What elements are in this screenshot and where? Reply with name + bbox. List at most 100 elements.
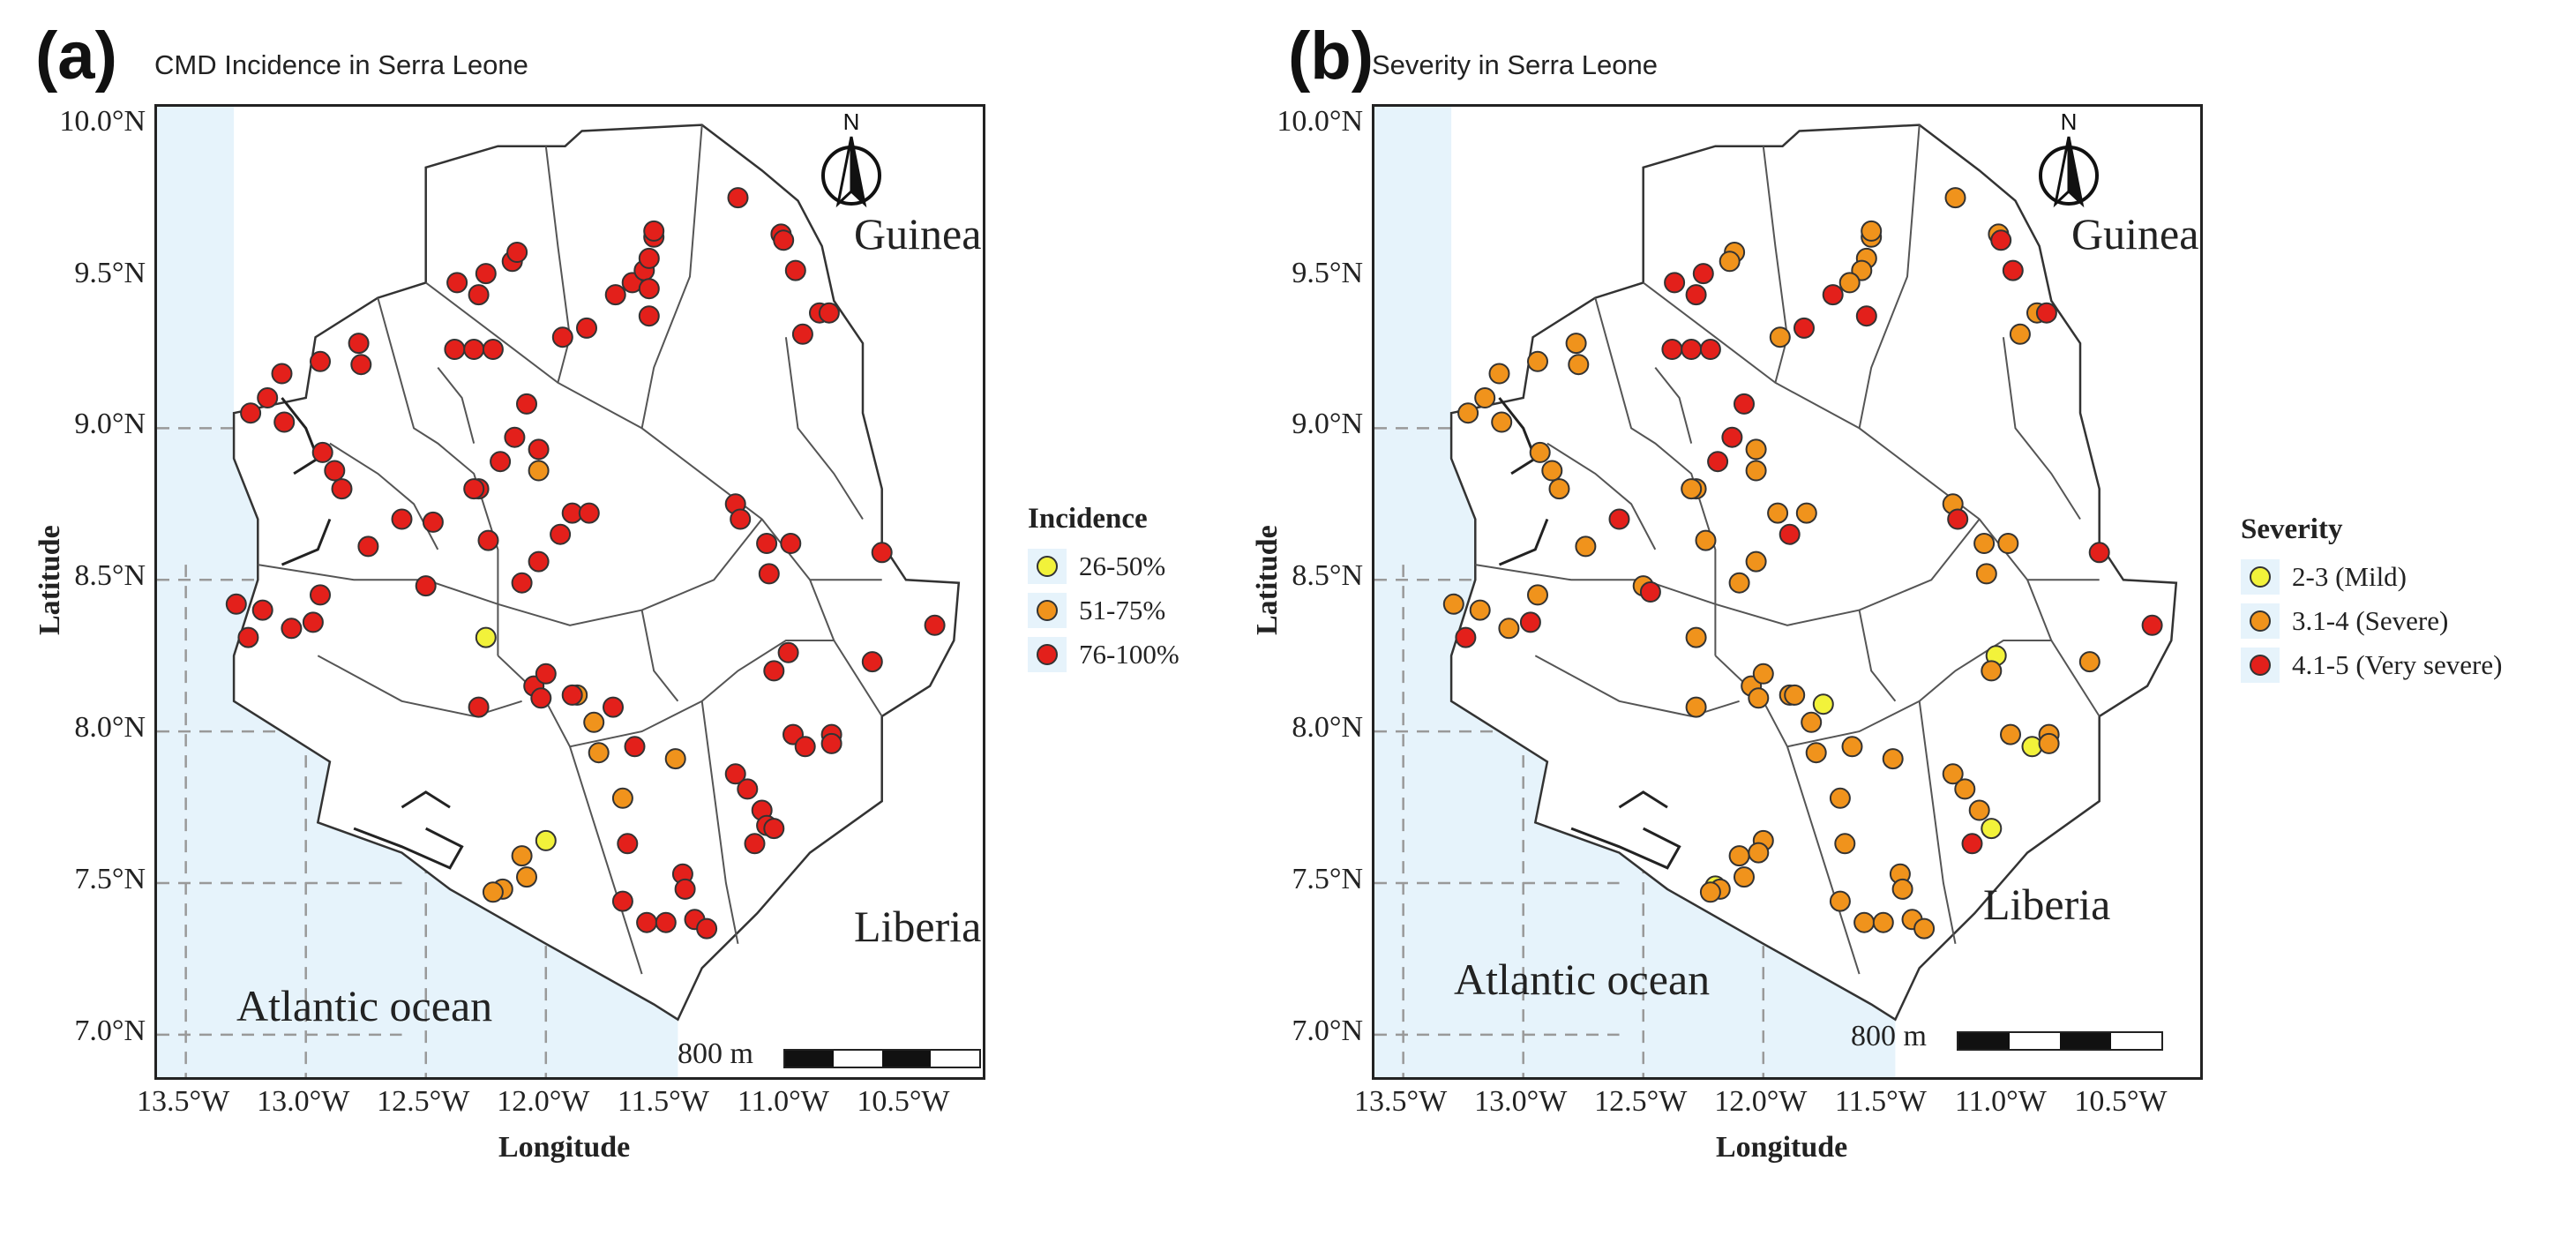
survey-point-very-severe [251, 599, 273, 621]
legend-swatch [1037, 644, 1058, 665]
map-frame: Guinea Liberia Atlantic ocean N 800 m [154, 104, 985, 1080]
survey-point-severe [1872, 911, 1894, 933]
survey-point-very-severe [1664, 272, 1686, 294]
survey-point-severe [2009, 323, 2031, 345]
y-tick-label: 7.0°N [74, 1014, 146, 1047]
survey-point-very-severe [528, 550, 550, 573]
survey-point-very-severe [331, 478, 353, 500]
survey-point-very-severe [756, 533, 778, 554]
survey-point-severe [1699, 881, 1721, 903]
survey-point-severe [1838, 272, 1861, 294]
x-tick-label: 10.5°W [857, 1085, 950, 1118]
survey-point-very-severe [820, 732, 842, 754]
legend-label: 3.1-4 (Severe) [2292, 605, 2449, 636]
legend-swatch [1037, 556, 1058, 577]
survey-point-severe [1801, 711, 1823, 733]
x-tick-label: 12.0°W [1714, 1085, 1808, 1118]
survey-point-very-severe [1822, 284, 1844, 306]
x-tick-label: 12.5°W [1594, 1085, 1688, 1118]
survey-point-severe [1695, 529, 1717, 551]
estuary-line [281, 397, 320, 475]
survey-point-very-severe [273, 411, 296, 433]
survey-point-very-severe [310, 584, 331, 606]
survey-point-very-severe [655, 911, 677, 933]
y-tick-label: 8.0°N [1292, 711, 1363, 745]
north-arrow-icon: N [821, 109, 881, 208]
survey-point-severe [1841, 736, 1863, 758]
survey-point-severe [1491, 411, 1513, 433]
survey-point-severe [1681, 478, 1703, 500]
district-boundary [544, 146, 572, 384]
ocean-label: Atlantic ocean [236, 981, 493, 1030]
district-boundary [1858, 124, 1921, 429]
survey-point-very-severe [1519, 611, 1541, 633]
survey-point-severe [1488, 363, 1510, 385]
survey-point-severe [1882, 748, 1904, 770]
survey-point-very-severe [758, 563, 780, 585]
legend-swatch [2250, 566, 2271, 588]
survey-point-very-severe [561, 684, 583, 706]
survey-point-very-severe [794, 736, 816, 758]
survey-point-very-severe [415, 575, 437, 597]
survey-point-very-severe [311, 441, 333, 463]
survey-point-very-severe [1961, 833, 1983, 855]
district-boundary [437, 366, 476, 444]
survey-point-very-severe [1793, 317, 1815, 339]
estuary-line [281, 518, 332, 566]
survey-point-very-severe [737, 778, 759, 800]
survey-point-very-severe [271, 363, 293, 385]
district-boundary [640, 124, 703, 429]
survey-point-severe [1527, 584, 1548, 606]
survey-point-very-severe [617, 833, 639, 855]
survey-point-very-severe [506, 242, 528, 263]
survey-point-severe [1913, 917, 1936, 940]
survey-point-severe [1973, 533, 1996, 554]
x-tick-label: 11.0°W [1954, 1085, 2047, 1118]
survey-point-very-severe [391, 508, 413, 530]
survey-point-mild [535, 829, 557, 851]
survey-point-severe [1728, 845, 1750, 867]
survey-point-very-severe [1778, 523, 1801, 545]
survey-point-very-severe [551, 326, 573, 348]
survey-point-severe [1474, 387, 1496, 408]
country-outline [232, 124, 961, 1022]
x-tick-label: 11.0°W [737, 1085, 829, 1118]
survey-point-very-severe [1721, 426, 1743, 448]
scale-label: 800 m [678, 1037, 753, 1070]
survey-point-severe [516, 866, 537, 888]
district-boundary [1918, 700, 1957, 944]
survey-point-very-severe [1608, 508, 1630, 530]
survey-point-severe [1748, 687, 1770, 709]
district-boundary [425, 281, 882, 581]
survey-point-very-severe [504, 426, 526, 448]
district-boundary [784, 337, 864, 520]
survey-point-severe [1834, 833, 1856, 855]
survey-point-very-severe [871, 542, 893, 564]
legend-item: 26-50% [1028, 544, 1179, 588]
survey-point-severe [1734, 866, 1755, 888]
panel-letter: (b) [1288, 19, 1374, 94]
survey-point-severe [1719, 251, 1741, 273]
survey-point-severe [1975, 563, 1997, 585]
panel-title: CMD Incidence in Serra Leone [154, 49, 528, 80]
district-boundary [1475, 518, 1981, 626]
survey-point-very-severe [578, 502, 600, 524]
survey-point-very-severe [240, 402, 262, 424]
survey-point-severe [1745, 438, 1767, 461]
survey-point-severe [482, 881, 504, 903]
survey-point-very-severe [281, 618, 303, 640]
district-boundary [1546, 442, 1657, 550]
survey-point-very-severe [624, 736, 646, 758]
survey-point-very-severe [237, 626, 259, 648]
x-tick-label: 12.0°W [497, 1085, 590, 1118]
survey-point-severe [1548, 478, 1570, 500]
survey-point-severe [1565, 333, 1587, 355]
survey-point-very-severe [861, 651, 883, 673]
survey-point-very-severe [1455, 626, 1477, 648]
survey-point-very-severe [730, 508, 752, 530]
legend-label: 2-3 (Mild) [2292, 561, 2408, 592]
survey-point-very-severe [696, 917, 718, 940]
survey-point-very-severe [603, 696, 624, 718]
survey-point-very-severe [1639, 581, 1661, 603]
survey-point-severe [1944, 187, 1966, 209]
